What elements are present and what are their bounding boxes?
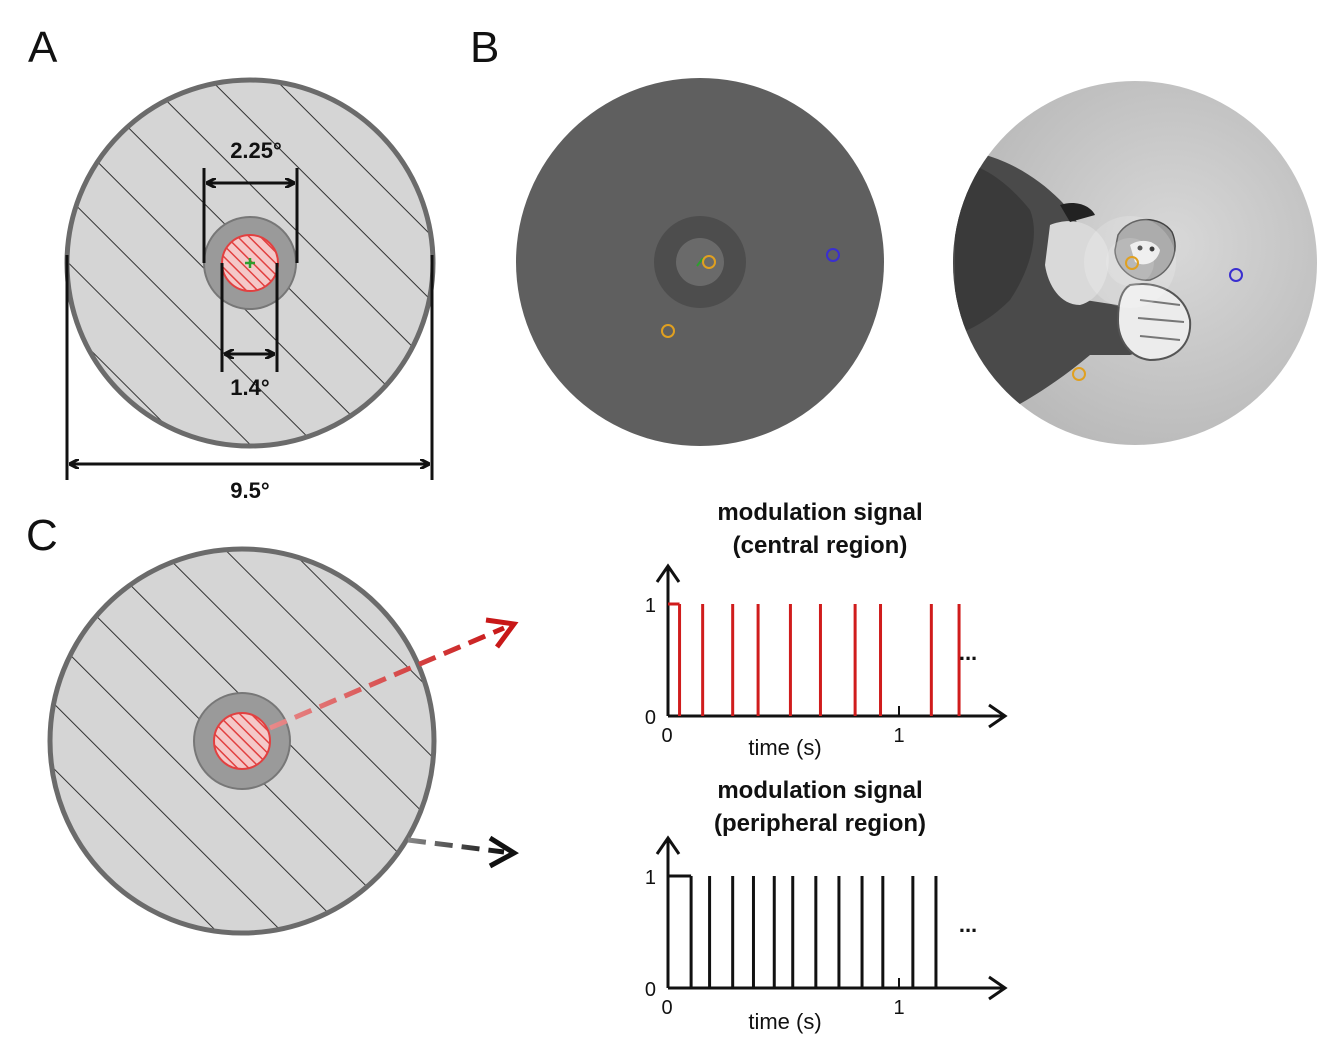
chart-peripheral-pulses xyxy=(668,874,938,988)
chart-central-y-arrow-icon xyxy=(655,563,681,583)
chart-central-x-arrow-icon xyxy=(988,703,1008,729)
gaze-marker-center xyxy=(702,255,716,269)
chart-central-xtick-1: 1 xyxy=(893,725,904,747)
dim-inner-label: 1.4° xyxy=(230,375,269,400)
panel-label-a: A xyxy=(28,23,58,72)
panel-b-gray-stimulus xyxy=(516,78,884,446)
chart-central-ytick-1: 1 xyxy=(645,595,656,617)
panel-a-diagram: 2.25° 1.4° 9.5° xyxy=(64,77,436,503)
gaze-marker-lower xyxy=(661,324,675,338)
cartoon-gaze-marker-center xyxy=(1125,256,1139,270)
fixation-cross-icon xyxy=(245,258,255,268)
chart-peripheral-title-line1: modulation signal xyxy=(717,777,922,804)
central-signal-arrowhead-icon xyxy=(485,617,519,649)
chart-peripheral-ytick-1: 1 xyxy=(645,867,656,889)
chart-central-ytick-0: 0 xyxy=(645,707,656,729)
panel-c-diagram xyxy=(47,546,519,936)
dim-full-label: 9.5° xyxy=(230,478,269,503)
chart-central-title-line1: modulation signal xyxy=(717,499,922,526)
chart-peripheral-xtick-0: 0 xyxy=(661,997,672,1019)
panel-label-c: C xyxy=(26,511,58,560)
chart-peripheral-xtick-1: 1 xyxy=(893,997,904,1019)
panel-b-cartoon-stimulus xyxy=(953,81,1317,445)
chart-peripheral-y-arrow-icon xyxy=(655,835,681,855)
chart-central-region: modulation signal (central region) 1 0 0… xyxy=(645,499,1008,760)
chart-central-pulses xyxy=(668,602,961,716)
chart-central-xlabel: time (s) xyxy=(748,735,821,760)
cartoon-image xyxy=(953,150,1192,430)
c-central-region-disc xyxy=(213,712,271,770)
chart-peripheral-ytick-0: 0 xyxy=(645,979,656,1001)
peripheral-signal-dashed-arrow xyxy=(407,837,505,855)
chart-peripheral-xlabel: time (s) xyxy=(748,1009,821,1034)
chart-peripheral-region: modulation signal (peripheral region) 1 … xyxy=(645,777,1008,1034)
fixation-mark-icon xyxy=(696,257,704,267)
chart-peripheral-title-line2: (peripheral region) xyxy=(714,810,926,837)
chart-central-xtick-0: 0 xyxy=(661,725,672,747)
chart-peripheral-x-arrow-icon xyxy=(988,975,1008,1001)
central-signal-dashed-arrow xyxy=(269,625,505,731)
dim-outer-label: 2.25° xyxy=(230,138,282,163)
cartoon-gaze-marker-lower xyxy=(1072,367,1086,381)
gaze-marker-blue xyxy=(826,248,840,262)
chart-peripheral-ellipsis: ... xyxy=(959,912,977,937)
cartoon-gaze-marker-blue xyxy=(1229,268,1243,282)
chart-central-title-line2: (central region) xyxy=(733,532,908,559)
panel-label-b: B xyxy=(470,23,499,72)
chart-central-ellipsis: ... xyxy=(959,640,977,665)
peripheral-signal-arrowhead-icon xyxy=(488,835,519,869)
